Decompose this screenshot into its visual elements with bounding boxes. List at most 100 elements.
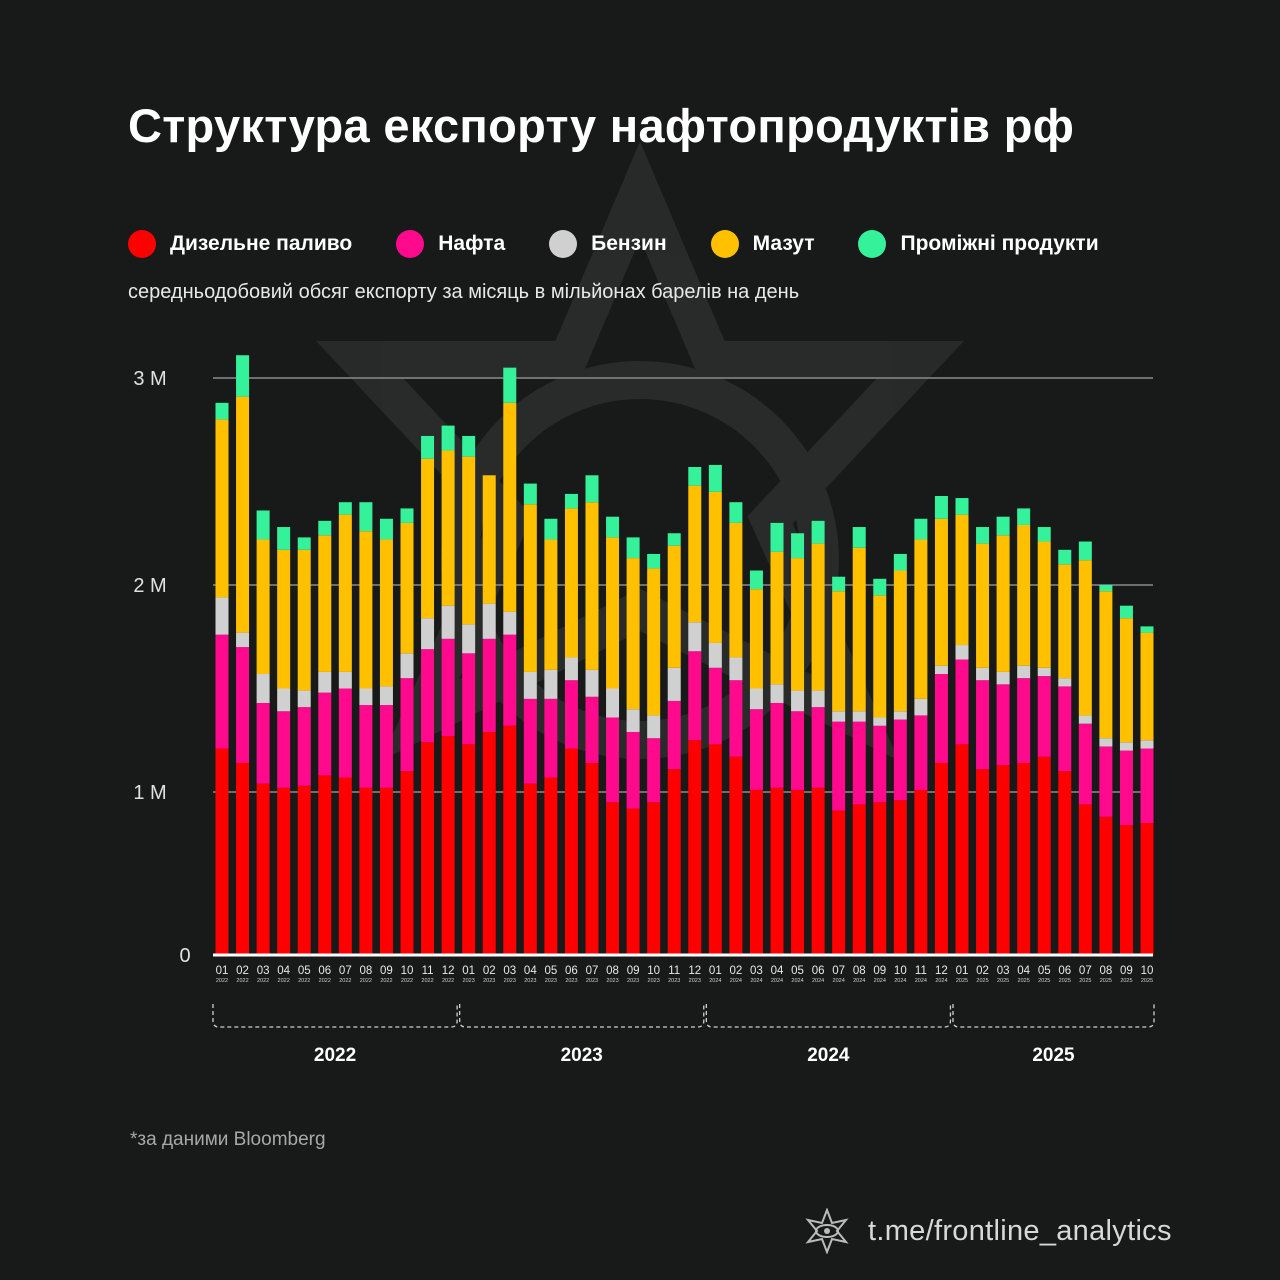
x-tick-month: 10	[647, 965, 660, 977]
bar-segment	[811, 787, 825, 955]
bar-stack	[955, 498, 969, 955]
bar-segment	[503, 611, 517, 635]
bar-segment	[626, 808, 640, 955]
bar-segment	[770, 551, 784, 685]
x-tick-month: 06	[1058, 965, 1071, 977]
bar-segment	[1058, 686, 1072, 772]
bar-segment	[379, 518, 393, 540]
x-tick-year: 2022	[360, 978, 372, 984]
x-tick-year: 2025	[1141, 978, 1153, 984]
bar-segment	[647, 715, 661, 739]
bar-segment	[236, 355, 250, 397]
legend-item: Мазут	[710, 230, 814, 258]
x-tick-year: 2023	[648, 978, 660, 984]
bar-stack	[400, 508, 414, 955]
brand[interactable]: t.me/frontline_analytics	[804, 1208, 1172, 1254]
bar-segment	[893, 800, 907, 955]
bar-segment	[400, 508, 414, 523]
x-tick-year: 2024	[791, 978, 803, 984]
x-tick-year: 2023	[606, 978, 618, 984]
bar-segment	[585, 475, 599, 503]
legend-label: Нафта	[438, 232, 506, 255]
bar-segment	[626, 731, 640, 809]
bar-segment	[544, 518, 558, 540]
bar-segment	[318, 520, 332, 536]
x-tick-year: 2023	[668, 978, 680, 984]
x-tick-year: 2022	[339, 978, 351, 984]
bar-stack	[606, 516, 620, 955]
bar-segment	[832, 810, 846, 955]
x-tick-month: 12	[442, 965, 455, 977]
bar-segment	[318, 692, 332, 776]
bar-segment	[852, 547, 866, 712]
bar-segment	[564, 493, 578, 509]
bar-segment	[359, 787, 373, 955]
y-tick-label: 1 M	[133, 782, 166, 804]
bar-segment	[934, 665, 948, 675]
bar-segment	[564, 680, 578, 749]
bar-segment	[1099, 585, 1113, 592]
x-tick-year: 2022	[421, 978, 433, 984]
bar-stack	[749, 570, 763, 955]
bar-segment	[564, 508, 578, 658]
bar-segment	[749, 709, 763, 790]
bar-segment	[277, 688, 291, 712]
legend-label: Бензин	[591, 232, 667, 255]
legend-item: Проміжні продукти	[858, 230, 1099, 258]
bar-segment	[729, 502, 743, 523]
bar-segment	[421, 649, 435, 743]
bar-segment	[729, 756, 743, 955]
bar-segment	[708, 464, 722, 492]
bar-segment	[1037, 756, 1051, 955]
bar-stack	[688, 467, 702, 955]
x-tick-month: 04	[1017, 965, 1030, 977]
x-tick-month: 09	[380, 965, 393, 977]
x-tick-month: 08	[359, 965, 372, 977]
x-tick-month: 02	[976, 965, 989, 977]
x-tick-month: 10	[401, 965, 414, 977]
x-tick-month: 03	[503, 965, 516, 977]
x-tick-year: 2024	[833, 978, 845, 984]
x-tick-month: 06	[318, 965, 331, 977]
bar-stack	[791, 533, 805, 955]
bar-segment	[256, 510, 270, 540]
bar-segment	[1099, 746, 1113, 817]
bar-segment	[873, 595, 887, 718]
x-tick-year: 2023	[565, 978, 577, 984]
bar-segment	[914, 715, 928, 790]
bar-segment	[770, 787, 784, 955]
bar-segment	[626, 709, 640, 732]
legend-dot-icon	[396, 230, 425, 258]
bar-segment	[729, 680, 743, 757]
x-tick-year: 2022	[442, 978, 454, 984]
bar-stack	[544, 518, 558, 955]
bar-segment	[770, 522, 784, 552]
bar-segment	[236, 647, 250, 764]
bar-segment	[647, 553, 661, 569]
bar-segment	[277, 549, 291, 689]
bar-segment	[421, 458, 435, 619]
bar-segment	[523, 504, 537, 672]
x-tick-year: 2025	[1100, 978, 1112, 984]
bar-segment	[688, 467, 702, 486]
bar-segment	[955, 744, 969, 955]
x-tick-year: 2025	[997, 978, 1009, 984]
bar-segment	[996, 535, 1010, 672]
bar-segment	[852, 527, 866, 548]
bar-segment	[688, 622, 702, 652]
bar-segment	[914, 789, 928, 955]
legend-item: Нафта	[396, 230, 505, 258]
y-axis-labels: 0 1 M 2 M 3 M	[133, 368, 190, 967]
x-tick-month: 01	[216, 965, 229, 977]
bar-segment	[441, 425, 455, 451]
bar-segment	[338, 688, 352, 778]
bar-segment	[955, 514, 969, 646]
bar-segment	[338, 502, 352, 515]
x-tick-month: 02	[729, 965, 742, 977]
legend-dot-icon	[549, 230, 578, 258]
x-tick-month: 03	[997, 965, 1010, 977]
bar-segment	[482, 638, 496, 732]
x-tick-year: 2022	[298, 978, 310, 984]
brand-link[interactable]: t.me/frontline_analytics	[868, 1214, 1172, 1247]
bar-segment	[1058, 549, 1072, 565]
